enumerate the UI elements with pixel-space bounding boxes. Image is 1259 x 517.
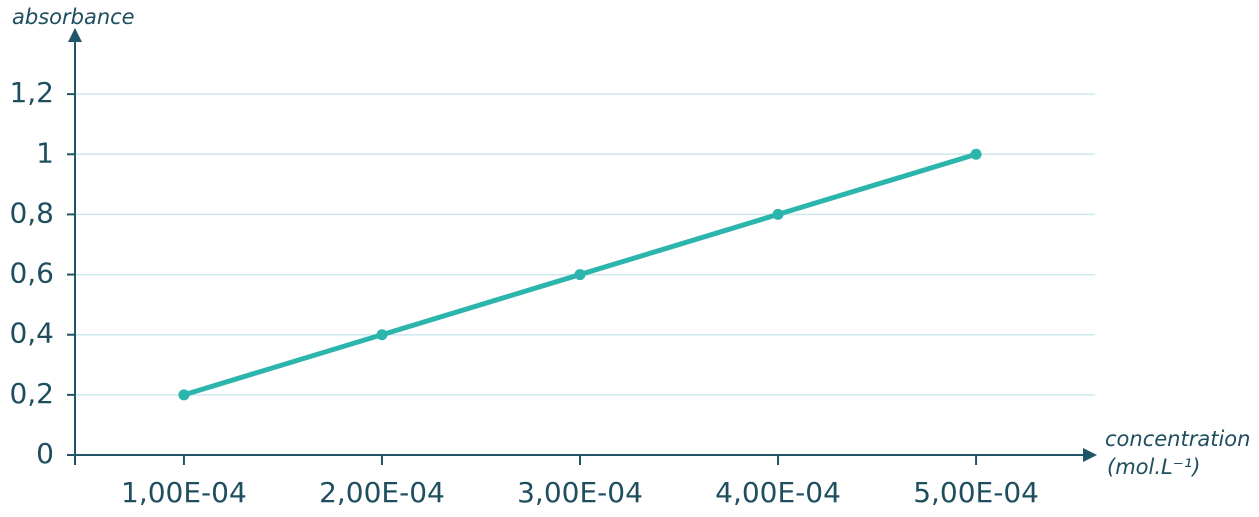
x-tick-label: 2,00E-04 <box>319 476 445 509</box>
y-tick-label: 1 <box>36 136 54 169</box>
y-tick-label: 0 <box>36 437 54 470</box>
x-axis-label: concentration <box>1105 427 1250 451</box>
y-axis-label: absorbance <box>12 5 135 29</box>
x-tick-label: 4,00E-04 <box>715 476 841 509</box>
data-point <box>376 329 388 341</box>
y-tick-label: 0,6 <box>9 257 54 290</box>
y-axis-arrow <box>68 28 82 42</box>
x-tick-label: 3,00E-04 <box>517 476 643 509</box>
data-point <box>772 208 784 220</box>
y-tick-label: 1,2 <box>9 76 54 109</box>
x-tick-label: 1,00E-04 <box>121 476 247 509</box>
y-tick-label: 0,2 <box>9 377 54 410</box>
x-axis-label: (mol.L⁻¹) <box>1107 455 1200 479</box>
x-axis-arrow <box>1083 448 1097 462</box>
y-tick-label: 0,8 <box>9 196 54 229</box>
data-point <box>970 148 982 160</box>
y-tick-label: 0,4 <box>9 317 54 350</box>
data-point <box>178 389 190 401</box>
data-point <box>574 269 586 281</box>
x-tick-label: 5,00E-04 <box>913 476 1039 509</box>
